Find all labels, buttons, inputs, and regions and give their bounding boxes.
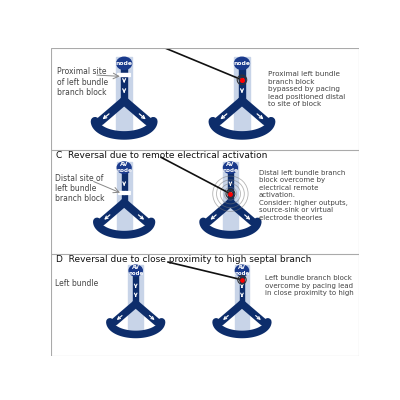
Bar xyxy=(116,162,132,233)
Text: AV
node: AV node xyxy=(222,162,238,173)
Ellipse shape xyxy=(117,57,132,70)
Bar xyxy=(223,162,238,233)
Text: Distal site of
left bundle
branch block: Distal site of left bundle branch block xyxy=(55,174,104,203)
Text: C  Reversal due to remote electrical activation: C Reversal due to remote electrical acti… xyxy=(56,151,267,160)
Bar xyxy=(239,67,245,101)
Ellipse shape xyxy=(117,162,131,173)
Bar xyxy=(235,265,249,333)
Text: node: node xyxy=(234,61,250,66)
Bar xyxy=(133,274,138,304)
Bar xyxy=(240,274,244,304)
Bar xyxy=(128,265,143,333)
Bar xyxy=(122,171,127,203)
Bar xyxy=(116,57,132,134)
Bar xyxy=(228,171,233,203)
Bar xyxy=(122,67,127,101)
Text: node: node xyxy=(116,61,133,66)
Text: Distal left bundle branch
block overcome by
electrical remote
activation.
Consid: Distal left bundle branch block overcome… xyxy=(259,170,348,221)
Ellipse shape xyxy=(235,265,248,276)
Text: D  Reversal due to close proximity to high septal branch: D Reversal due to close proximity to hig… xyxy=(56,255,311,264)
Text: Proximal site
of left bundle
branch block: Proximal site of left bundle branch bloc… xyxy=(57,67,108,97)
Text: AV
node: AV node xyxy=(234,265,250,276)
Ellipse shape xyxy=(234,57,250,70)
Text: AV
node: AV node xyxy=(128,265,143,276)
Text: Left bundle: Left bundle xyxy=(55,279,98,288)
Bar xyxy=(234,57,250,134)
Text: Proximal left bundle
branch block
bypassed by pacing
lead positioned distal
to s: Proximal left bundle branch block bypass… xyxy=(268,71,345,107)
Text: Left bundle branch block
overcome by pacing lead
in close proximity to high: Left bundle branch block overcome by pac… xyxy=(265,275,354,296)
Text: AV
node: AV node xyxy=(116,162,132,173)
Ellipse shape xyxy=(224,162,237,173)
Ellipse shape xyxy=(129,265,142,276)
